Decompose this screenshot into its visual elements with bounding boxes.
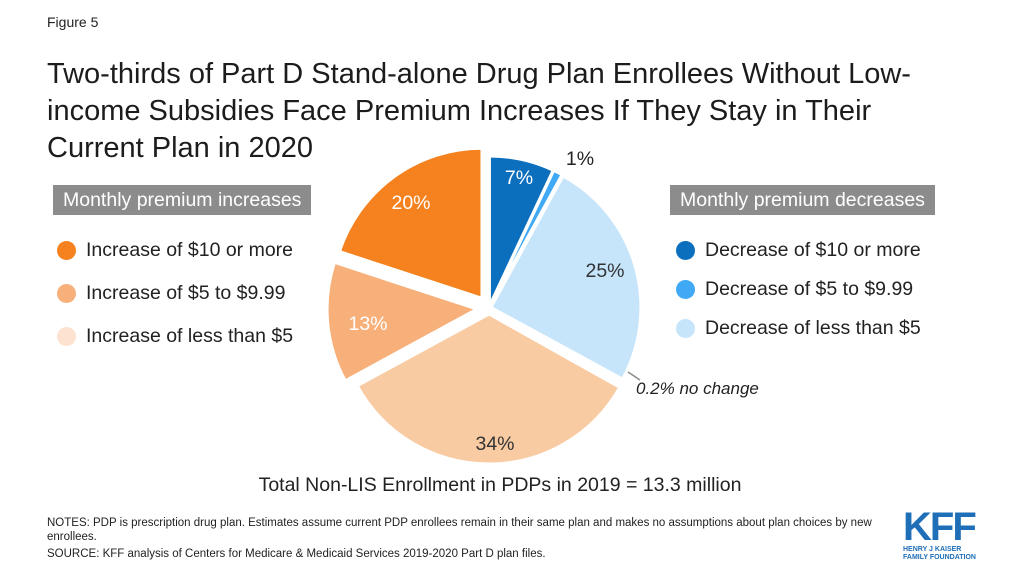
legend-swatch (676, 279, 695, 299)
legend-label: Increase of $5 to $9.99 (86, 281, 286, 304)
legend-item-increase-less-than-5: Increase of less than $5 (57, 323, 293, 349)
pie-slice-increase-of-less-than-5 (355, 312, 622, 466)
legend-item-decrease-10-or-more: Decrease of $10 or more (676, 237, 921, 263)
increases-legend-header: Monthly premium increases (53, 185, 312, 215)
kff-logo-mark: KFF (903, 505, 977, 549)
kff-logo-line1: HENRY J KAISER (903, 546, 962, 553)
source-text: SOURCE: KFF analysis of Centers for Medi… (47, 548, 546, 560)
pie-slice-increase-of-10-or-more (337, 146, 484, 301)
kff-logo-line2: FAMILY FOUNDATION (903, 554, 976, 561)
legend-label: Decrease of $10 or more (705, 238, 921, 261)
increases-legend: Increase of $10 or more Increase of $5 t… (57, 237, 293, 349)
legend-item-decrease-less-than-5: Decrease of less than $5 (676, 315, 921, 341)
pie-label-increase-of-less-than-5: 34% (475, 433, 514, 455)
legend-label: Increase of less than $5 (86, 324, 294, 347)
pie-label-decrease-of-less-than-5: 25% (585, 260, 624, 282)
total-enrollment-text: Total Non-LIS Enrollment in PDPs in 2019… (258, 474, 742, 496)
pie-label-increase-of-5-to-9-99: 13% (348, 313, 387, 335)
legend-swatch (676, 240, 695, 260)
decreases-legend: Decrease of $10 or more Decrease of $5 t… (676, 237, 921, 341)
legend-swatch (57, 326, 76, 346)
no-change-leader-line (627, 371, 641, 381)
legend-label: Decrease of $5 to $9.99 (705, 277, 914, 300)
pie-label-decrease-of-10-or-more: 7% (505, 167, 533, 189)
pie-slice-decrease-of-less-than-5 (488, 173, 643, 382)
pie-label-no-change: 0.2% no change (636, 379, 759, 398)
legend-item-increase-5-to-9: Increase of $5 to $9.99 (57, 280, 293, 306)
legend-item-increase-10-or-more: Increase of $10 or more (57, 237, 293, 263)
legend-item-decrease-5-to-9: Decrease of $5 to $9.99 (676, 276, 921, 302)
pie-label-increase-of-10-or-more: 20% (391, 192, 430, 214)
legend-swatch (57, 283, 76, 303)
decreases-legend-header: Monthly premium decreases (670, 185, 935, 215)
kff-logo-subtitle: HENRY J KAISER FAMILY FOUNDATION (903, 546, 993, 562)
chart-title: Two-thirds of Part D Stand-alone Drug Pl… (47, 58, 911, 164)
legend-swatch (57, 240, 76, 260)
kff-logo: KFF HENRY J KAISER FAMILY FOUNDATION (903, 505, 993, 562)
pie-slice-increase-of-5-to-9-99 (325, 260, 481, 383)
figure-label: Figure 5 (47, 14, 99, 30)
pie-label-decrease-of-5-to-9-99: 1% (566, 148, 594, 170)
legend-swatch (676, 318, 695, 338)
legend-label: Decrease of less than $5 (705, 316, 921, 339)
notes-text: NOTES: PDP is prescription drug plan. Es… (47, 517, 872, 543)
legend-label: Increase of $10 or more (86, 238, 294, 261)
pie-slice-no-change (488, 306, 623, 384)
